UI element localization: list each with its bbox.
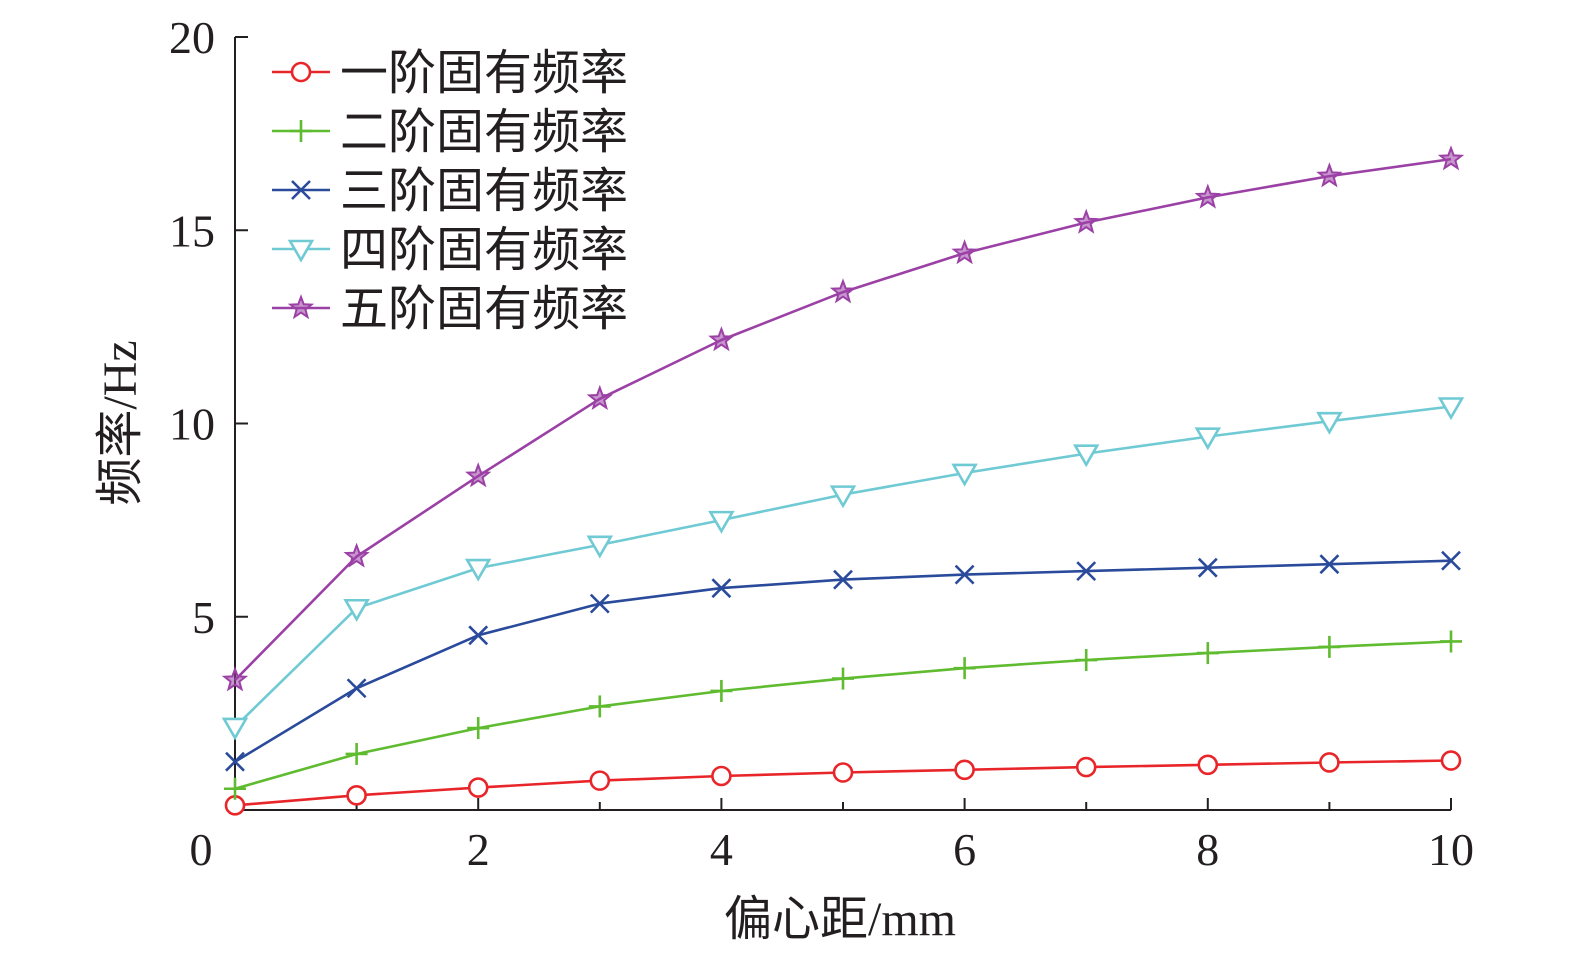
data-point: [1075, 649, 1098, 672]
series-2: [224, 630, 1462, 800]
data-point: [1440, 750, 1462, 771]
data-point: [832, 667, 854, 690]
data-point: [1194, 183, 1221, 209]
legend-marker: [290, 120, 312, 142]
legend-marker: [287, 239, 315, 263]
legend-label: 三阶固有频率: [340, 165, 628, 218]
series-line: [234, 559, 1452, 763]
data-point: [467, 777, 489, 798]
data-point: [1073, 208, 1100, 234]
data-point: [1316, 162, 1343, 188]
data-point: [343, 542, 370, 568]
data-point: [221, 717, 249, 741]
data-point: [1075, 756, 1097, 778]
y-axis-title: 频率/Hz: [94, 340, 147, 505]
data-point: [833, 569, 853, 590]
data-point: [468, 625, 489, 646]
x-tick-label: 4: [710, 824, 733, 875]
data-point: [1197, 754, 1219, 776]
legend-entry: 二阶固有频率: [272, 106, 628, 159]
data-point: [464, 558, 492, 582]
legend-entry: 四阶固有频率: [272, 224, 628, 277]
data-point: [951, 463, 978, 487]
data-point: [1319, 752, 1340, 773]
data-point: [586, 384, 613, 410]
x-tick-label: 0: [190, 824, 213, 875]
data-point: [1196, 642, 1219, 665]
data-point: [1440, 630, 1462, 653]
data-point: [954, 759, 975, 781]
data-point: [832, 762, 854, 783]
data-point: [465, 462, 492, 488]
x-axis-title: 偏心距/mm: [724, 893, 956, 946]
y-tick-label: 10: [169, 399, 215, 450]
data-point: [1197, 557, 1218, 578]
legend-label: 四阶固有频率: [340, 224, 628, 277]
legend-entry: 一阶固有频率: [272, 47, 628, 100]
legend-marker: [287, 294, 315, 320]
data-point: [224, 777, 246, 800]
data-point: [1316, 411, 1343, 435]
y-tick-label: 5: [192, 592, 215, 643]
axes: 0 2 4 6 8 10 5 10 15 20: [169, 12, 1474, 875]
data-point: [346, 678, 367, 699]
data-point: [225, 751, 245, 772]
legend-label: 二阶固有频率: [340, 106, 628, 159]
series-3: [225, 550, 1461, 772]
legend-marker: [291, 180, 311, 200]
y-tick-label: 20: [169, 12, 215, 63]
data-point: [345, 742, 368, 765]
data-point: [711, 578, 732, 599]
data-point: [829, 485, 857, 509]
data-point: [829, 278, 857, 304]
y-tick-label: 15: [169, 205, 215, 256]
data-point: [221, 666, 249, 692]
x-tick-label: 2: [467, 824, 490, 875]
data-point: [589, 593, 610, 614]
data-point: [346, 785, 367, 806]
data-point: [1318, 635, 1341, 658]
data-point: [708, 510, 735, 534]
series-5: [221, 145, 1465, 692]
series-1: [224, 750, 1462, 816]
data-point: [588, 695, 611, 718]
x-tick-label: 10: [1428, 824, 1474, 875]
series-group: [221, 145, 1465, 816]
legend-entry: 三阶固有频率: [272, 165, 628, 218]
data-point: [711, 765, 732, 787]
data-point: [589, 770, 611, 791]
data-point: [708, 326, 735, 352]
x-tick-label: 6: [953, 824, 976, 875]
data-point: [343, 598, 370, 622]
data-point: [1072, 444, 1100, 468]
data-point: [1437, 145, 1465, 171]
data-point: [1441, 550, 1461, 571]
legend-label: 五阶固有频率: [340, 283, 628, 336]
legend-entry: 五阶固有频率: [272, 283, 628, 336]
data-point: [1194, 427, 1222, 451]
series-4: [221, 397, 1465, 741]
data-point: [953, 657, 976, 680]
legend-marker: [290, 61, 312, 83]
data-point: [467, 717, 490, 740]
legend-label: 一阶固有频率: [340, 47, 628, 100]
data-point: [951, 239, 978, 265]
data-point: [1319, 554, 1340, 575]
x-tick-label: 8: [1196, 824, 1219, 875]
data-point: [710, 679, 733, 702]
data-point: [954, 564, 975, 585]
data-point: [1076, 561, 1097, 582]
data-point: [586, 535, 614, 559]
data-point: [1437, 397, 1465, 421]
